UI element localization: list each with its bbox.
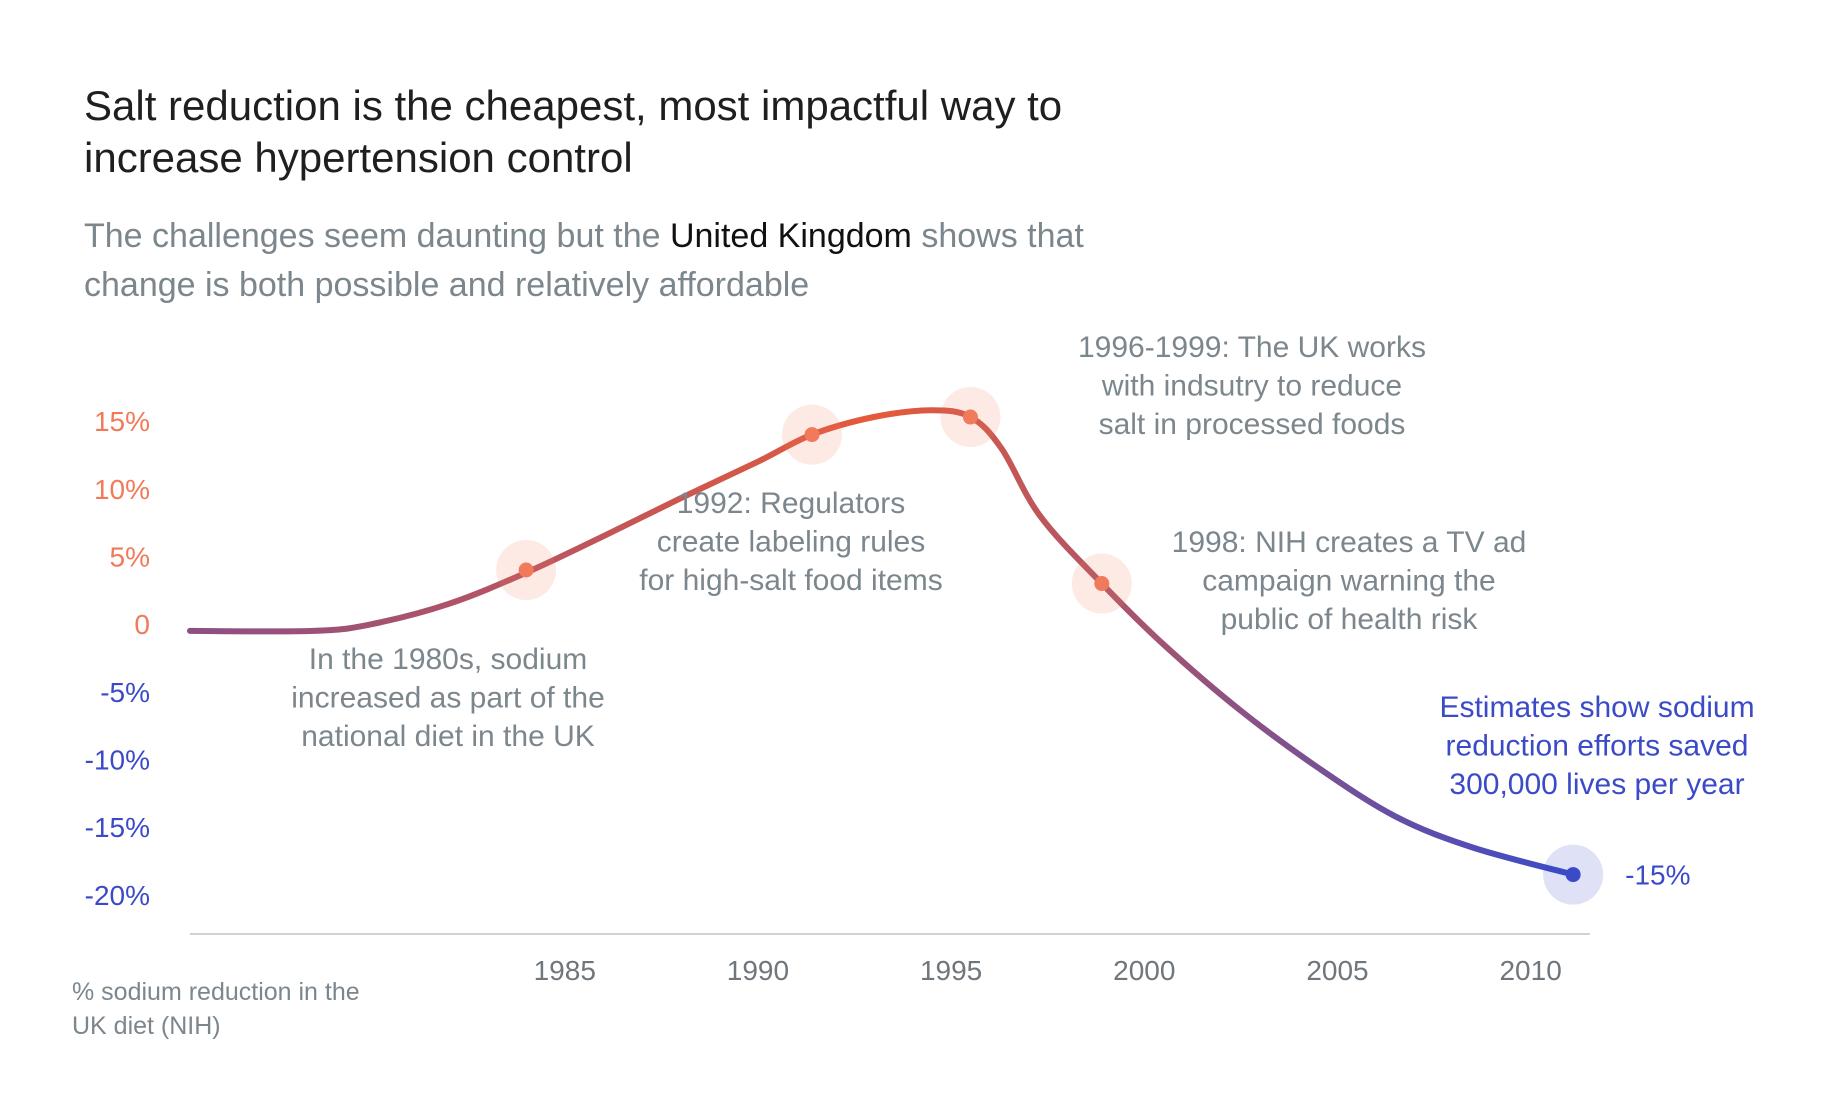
annotation-line: create labeling rules — [657, 526, 926, 559]
y-tick-label: -10% — [85, 745, 150, 776]
annotations: In the 1980s, sodium increased as part of… — [291, 331, 1754, 801]
y-tick-label: 10% — [94, 474, 150, 505]
end-value-label: -15% — [1625, 860, 1690, 891]
y-tick-label: 0 — [134, 609, 150, 640]
annotation-line: with indsutry to reduce — [1101, 370, 1402, 403]
annotation-a1992: 1992: Regulators create labeling rules for… — [639, 487, 942, 597]
annotation-line: 1992: Regulators — [677, 487, 906, 520]
y-tick-label: -5% — [100, 677, 150, 708]
annotation-a1998: 1998: NIH creates a TV ad campaign warnin… — [1172, 526, 1527, 636]
highlighted-points — [496, 387, 1604, 905]
data-point — [1565, 867, 1581, 883]
annotation-line: 1998: NIH creates a TV ad — [1172, 526, 1527, 559]
x-tick-label: 2010 — [1499, 955, 1561, 986]
x-axis-ticks: 1985 1990 1995 2000 2005 2010 — [534, 955, 1562, 986]
annotation-line: Estimates show sodium — [1439, 691, 1754, 724]
annotation-a1996: 1996-1999: The UK works with indsutry to … — [1078, 331, 1426, 441]
data-point — [804, 427, 820, 443]
y-tick-label: 5% — [110, 541, 150, 572]
annotation-line: campaign warning the — [1202, 565, 1496, 598]
x-tick-label: 2000 — [1113, 955, 1175, 986]
x-tick-label: 2005 — [1306, 955, 1368, 986]
annotation-line: for high-salt food items — [639, 564, 942, 597]
annotation-line: reduction efforts saved — [1446, 730, 1749, 763]
annotation-afinal: Estimates show sodium reduction efforts s… — [1439, 691, 1754, 801]
x-tick-label: 1985 — [534, 955, 596, 986]
data-point — [1094, 576, 1110, 592]
series-line-sodium — [187, 407, 1577, 878]
y-tick-label: -20% — [85, 880, 150, 911]
subtitle-highlight: United Kingdom — [669, 217, 912, 255]
annotation-line: In the 1980s, sodium — [309, 643, 588, 676]
annotation-line: national diet in the UK — [301, 720, 595, 753]
annotation-line: 300,000 lives per year — [1449, 768, 1744, 801]
data-point — [518, 562, 534, 578]
y-axis-label: % sodium reduction in the UK diet (NIH) — [72, 978, 360, 1040]
chart-title: Salt reduction is the cheapest, most imp… — [84, 82, 1063, 181]
annotation-line: public of health risk — [1221, 603, 1479, 636]
data-point — [962, 409, 978, 425]
y-axis-ticks: 15% 10% 5% 0 -5% -10% -15% -20% — [85, 406, 150, 911]
chart-subtitle: The challenges seem daunting but the Uni… — [84, 212, 1184, 310]
x-tick-label: 1990 — [727, 955, 789, 986]
annotation-a1980s: In the 1980s, sodium increased as part of… — [291, 643, 605, 753]
annotation-line: salt in processed foods — [1099, 408, 1406, 441]
subtitle-text-before: The challenges seem daunting but the — [84, 217, 670, 255]
annotation-line: increased as part of the — [291, 682, 605, 715]
y-tick-label: 15% — [94, 406, 150, 437]
annotation-line: 1996-1999: The UK works — [1078, 331, 1426, 364]
subtitle-text-after: shows that change is both possible and r… — [84, 217, 1084, 304]
x-tick-label: 1995 — [920, 955, 982, 986]
y-tick-label: -15% — [85, 812, 150, 843]
